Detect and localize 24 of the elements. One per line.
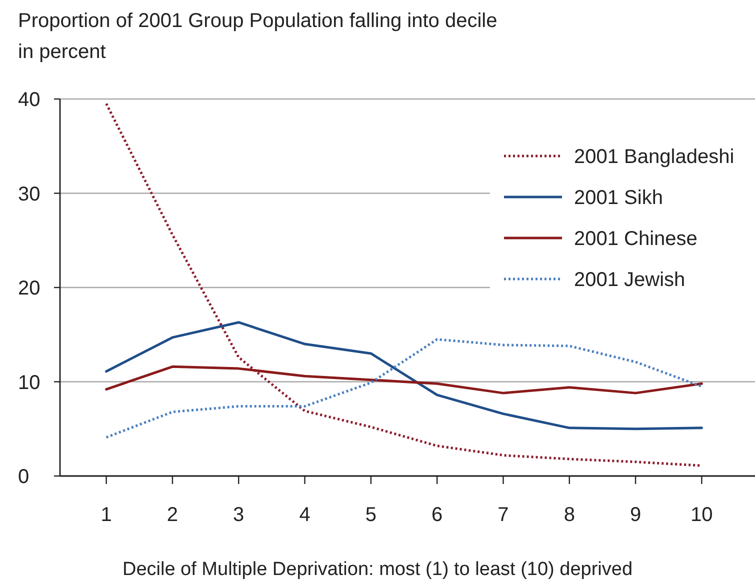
y-tick-label: 40 (18, 89, 40, 111)
legend-label: 2001 Sikh (574, 187, 663, 209)
legend-label: 2001 Jewish (574, 269, 686, 291)
x-tick-label: 5 (365, 504, 376, 526)
y-axis-title: Proportion of 2001 Group Population falling into decile in percent (18, 10, 498, 63)
x-tick-label: 3 (233, 504, 244, 526)
line-series (105, 321, 703, 430)
legend-label: 2001 Chinese (574, 228, 698, 250)
x-tick-label: 9 (630, 504, 642, 526)
line-series (105, 338, 703, 439)
x-tick-label: 7 (498, 504, 509, 526)
y-tick-label: 20 (18, 278, 40, 300)
x-tick-label: 1 (100, 504, 112, 526)
x-tick-label: 2 (166, 504, 178, 526)
x-axis-title: Decile of Multiple Deprivation: most (1) to least (10) deprived (122, 559, 633, 580)
x-tick-label: 6 (432, 504, 443, 526)
y-tick-label: 0 (18, 466, 30, 488)
x-tick-label: 4 (299, 504, 310, 526)
x-tick-label: 8 (564, 504, 575, 526)
y-tick-label: 30 (18, 183, 40, 206)
legend-label: 2001 Bangladeshi (574, 146, 734, 168)
x-tick-label: 10 (690, 504, 713, 526)
y-tick-label: 10 (18, 372, 40, 394)
line-series (105, 365, 703, 394)
